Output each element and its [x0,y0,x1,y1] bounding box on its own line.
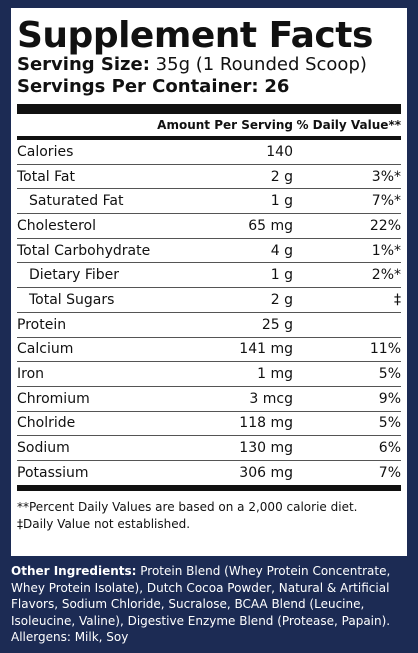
nutrient-amount: 65 mg [248,217,293,234]
bottom-divider [17,484,401,491]
nutrient-amount: 4 g [270,242,293,259]
footnotes: **Percent Daily Values are based on a 2,… [17,491,401,533]
nutrient-dv: 11% [369,341,401,358]
nutrient-name: Calories [17,143,74,160]
nutrient-name: Calcium [17,341,74,358]
nutrient-amount: 140 [266,143,293,160]
nutrient-dv: 9% [378,390,401,407]
nutrient-name: Total Fat [17,168,75,185]
header-amount: Amount Per Serving [157,118,293,132]
table-row: Dietary Fiber 1 g 2%* [17,263,401,289]
servings-label: Servings Per Container: [17,76,259,97]
table-row: Total Sugars 2 g ‡ [17,288,401,313]
nutrient-amount: 3 mcg [249,390,293,407]
panel-title: Supplement Facts [17,15,373,56]
ingredients-list: Protein Blend (Whey Protein Concentrate,… [11,564,391,628]
nutrient-dv: 1%* [371,242,401,259]
servings-value: 26 [264,76,290,97]
header-daily-value: % Daily Value** [296,118,401,132]
servings-per-container: Servings Per Container: 26 [17,76,401,98]
supplement-facts-panel: Supplement Facts Serving Size: 35g (1 Ro… [11,8,407,556]
nutrient-name: Iron [17,366,45,383]
table-row: Saturated Fat 1 g 7%* [17,189,401,215]
nutrient-amount: 2 g [270,168,293,185]
table-row: Total Carbohydrate 4 g 1%* [17,239,401,264]
nutrient-name: Saturated Fat [29,193,124,210]
nutrient-name: Sodium [17,440,70,457]
table-row: Cholride 118 mg 5% [17,412,401,437]
nutrient-dv: 22% [369,217,401,234]
nutrient-amount: 25 g [261,316,293,333]
nutrient-dv: 3%* [371,168,401,185]
table-header: Amount Per Serving % Daily Value** [17,114,401,140]
nutrient-amount: 306 mg [239,464,293,481]
nutrient-name: Total Carbohydrate [17,242,151,259]
nutrient-name: Protein [17,316,67,333]
nutrient-name: Potassium [17,464,89,481]
table-row: Chromium 3 mcg 9% [17,387,401,412]
table-row: Calories 140 [17,140,401,165]
nutrient-name: Chromium [17,390,90,407]
table-row: Potassium 306 mg 7% [17,461,401,485]
other-ingredients: Other Ingredients: Protein Blend (Whey P… [11,563,411,646]
footnote-dv: **Percent Daily Values are based on a 2,… [17,499,358,514]
nutrient-amount: 1 mg [257,366,293,383]
footnote-not-established: ‡Daily Value not established. [17,516,191,531]
nutrient-dv: 7% [378,464,401,481]
nutrient-amount: 1 g [270,267,293,284]
nutrient-dv: 5% [378,366,401,383]
nutrient-name: Dietary Fiber [29,267,120,284]
thick-divider [17,104,401,114]
serving-size-value: 35g (1 Rounded Scoop) [155,54,367,75]
nutrient-name: Cholesterol [17,217,97,234]
ingredients-label: Other Ingredients: [11,564,137,578]
nutrient-amount: 118 mg [239,415,293,432]
serving-size-label: Serving Size: [17,54,150,75]
ingredients-text-block: Other Ingredients: Protein Blend (Whey P… [11,563,411,629]
serving-size: Serving Size: 35g (1 Rounded Scoop) [17,54,401,76]
nutrient-amount: 141 mg [239,341,293,358]
nutrient-dv: 2%* [371,267,401,284]
nutrient-amount: 1 g [270,193,293,210]
nutrient-amount: 130 mg [239,440,293,457]
nutrient-amount: 2 g [270,291,293,308]
nutrient-name: Cholride [17,415,76,432]
nutrient-dv: 7%* [371,193,401,210]
table-row: Calcium 141 mg 11% [17,338,401,363]
table-row: Protein 25 g [17,313,401,338]
nutrient-name: Total Sugars [29,291,115,308]
table-row: Total Fat 2 g 3%* [17,165,401,190]
allergens: Allergens: Milk, Soy [11,630,129,644]
table-row: Cholesterol 65 mg 22% [17,214,401,239]
nutrient-dv: 6% [378,440,401,457]
table-row: Iron 1 mg 5% [17,362,401,387]
nutrient-dv: ‡ [394,291,401,308]
table-row: Sodium 130 mg 6% [17,436,401,461]
nutrient-dv: 5% [378,415,401,432]
